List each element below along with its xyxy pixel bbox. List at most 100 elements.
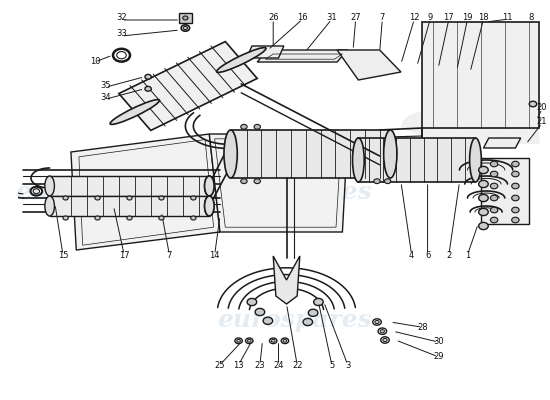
Ellipse shape — [491, 195, 498, 201]
Text: 3: 3 — [345, 362, 350, 370]
Text: 27: 27 — [350, 14, 361, 22]
Ellipse shape — [183, 16, 188, 20]
Text: 14: 14 — [210, 252, 220, 260]
Ellipse shape — [512, 183, 519, 189]
Ellipse shape — [384, 179, 391, 184]
Ellipse shape — [255, 308, 265, 316]
Text: 15: 15 — [58, 252, 68, 260]
Ellipse shape — [491, 183, 498, 189]
Ellipse shape — [236, 339, 240, 342]
Ellipse shape — [45, 176, 54, 196]
Text: 13: 13 — [233, 362, 244, 370]
Text: 17: 17 — [443, 14, 454, 22]
Text: 11: 11 — [502, 14, 513, 22]
Text: 16: 16 — [297, 14, 308, 22]
Text: 35: 35 — [100, 82, 111, 90]
Ellipse shape — [380, 330, 384, 333]
Polygon shape — [273, 256, 300, 304]
Polygon shape — [401, 22, 540, 144]
Polygon shape — [359, 138, 476, 182]
Ellipse shape — [183, 26, 188, 30]
Text: 30: 30 — [433, 338, 443, 346]
Text: 12: 12 — [409, 14, 420, 22]
Ellipse shape — [383, 338, 387, 342]
Polygon shape — [50, 196, 210, 216]
Ellipse shape — [95, 196, 100, 200]
Ellipse shape — [191, 196, 196, 200]
Text: 1: 1 — [465, 252, 470, 260]
Polygon shape — [483, 138, 521, 148]
Ellipse shape — [241, 124, 247, 129]
Ellipse shape — [478, 208, 488, 216]
Ellipse shape — [63, 196, 68, 200]
Ellipse shape — [478, 222, 488, 230]
Ellipse shape — [491, 217, 498, 223]
Text: 10: 10 — [90, 58, 100, 66]
Text: 4: 4 — [409, 252, 414, 260]
Polygon shape — [246, 46, 284, 58]
Ellipse shape — [512, 171, 519, 177]
Text: 28: 28 — [417, 324, 427, 332]
Text: eurospares: eurospares — [217, 308, 372, 332]
Text: 8: 8 — [529, 14, 534, 22]
Ellipse shape — [478, 166, 488, 174]
Ellipse shape — [283, 339, 287, 342]
Ellipse shape — [110, 100, 160, 124]
Polygon shape — [50, 176, 210, 196]
Text: 23: 23 — [255, 362, 265, 370]
Ellipse shape — [271, 339, 275, 342]
Ellipse shape — [470, 138, 481, 182]
Text: 6: 6 — [425, 252, 430, 260]
Ellipse shape — [127, 216, 132, 220]
Ellipse shape — [63, 216, 68, 220]
Text: 5: 5 — [329, 362, 334, 370]
Ellipse shape — [353, 138, 364, 182]
Ellipse shape — [309, 309, 318, 316]
Polygon shape — [210, 134, 348, 232]
Ellipse shape — [512, 207, 519, 213]
Text: 26: 26 — [268, 14, 278, 22]
Text: 19: 19 — [462, 14, 473, 22]
Ellipse shape — [159, 216, 164, 220]
Polygon shape — [230, 130, 390, 178]
Ellipse shape — [254, 179, 261, 184]
Ellipse shape — [191, 216, 196, 220]
Polygon shape — [337, 50, 401, 80]
Ellipse shape — [224, 130, 237, 178]
Ellipse shape — [374, 179, 380, 184]
Ellipse shape — [512, 195, 519, 201]
Polygon shape — [422, 22, 540, 128]
Text: 33: 33 — [116, 30, 127, 38]
Text: 17: 17 — [119, 252, 129, 260]
Text: 31: 31 — [327, 14, 337, 22]
Polygon shape — [71, 134, 220, 250]
Ellipse shape — [491, 161, 498, 167]
Ellipse shape — [205, 196, 214, 216]
Ellipse shape — [491, 171, 498, 177]
Text: 22: 22 — [292, 362, 302, 370]
Ellipse shape — [529, 101, 537, 107]
Text: 7: 7 — [379, 14, 385, 22]
Text: 7: 7 — [167, 252, 172, 260]
Ellipse shape — [159, 196, 164, 200]
Ellipse shape — [145, 74, 151, 79]
Ellipse shape — [512, 161, 519, 167]
Ellipse shape — [248, 339, 251, 342]
Ellipse shape — [491, 207, 498, 213]
Ellipse shape — [247, 298, 257, 306]
Text: 18: 18 — [478, 14, 489, 22]
Ellipse shape — [263, 317, 273, 324]
Ellipse shape — [254, 124, 261, 129]
Text: 25: 25 — [214, 362, 225, 370]
Text: 29: 29 — [433, 352, 443, 361]
Polygon shape — [481, 158, 529, 224]
Polygon shape — [179, 13, 192, 23]
Ellipse shape — [205, 176, 214, 196]
Ellipse shape — [205, 176, 214, 196]
Ellipse shape — [127, 196, 132, 200]
Ellipse shape — [241, 179, 247, 184]
Ellipse shape — [45, 196, 54, 216]
Ellipse shape — [512, 217, 519, 223]
Ellipse shape — [95, 216, 100, 220]
Text: 34: 34 — [100, 94, 111, 102]
